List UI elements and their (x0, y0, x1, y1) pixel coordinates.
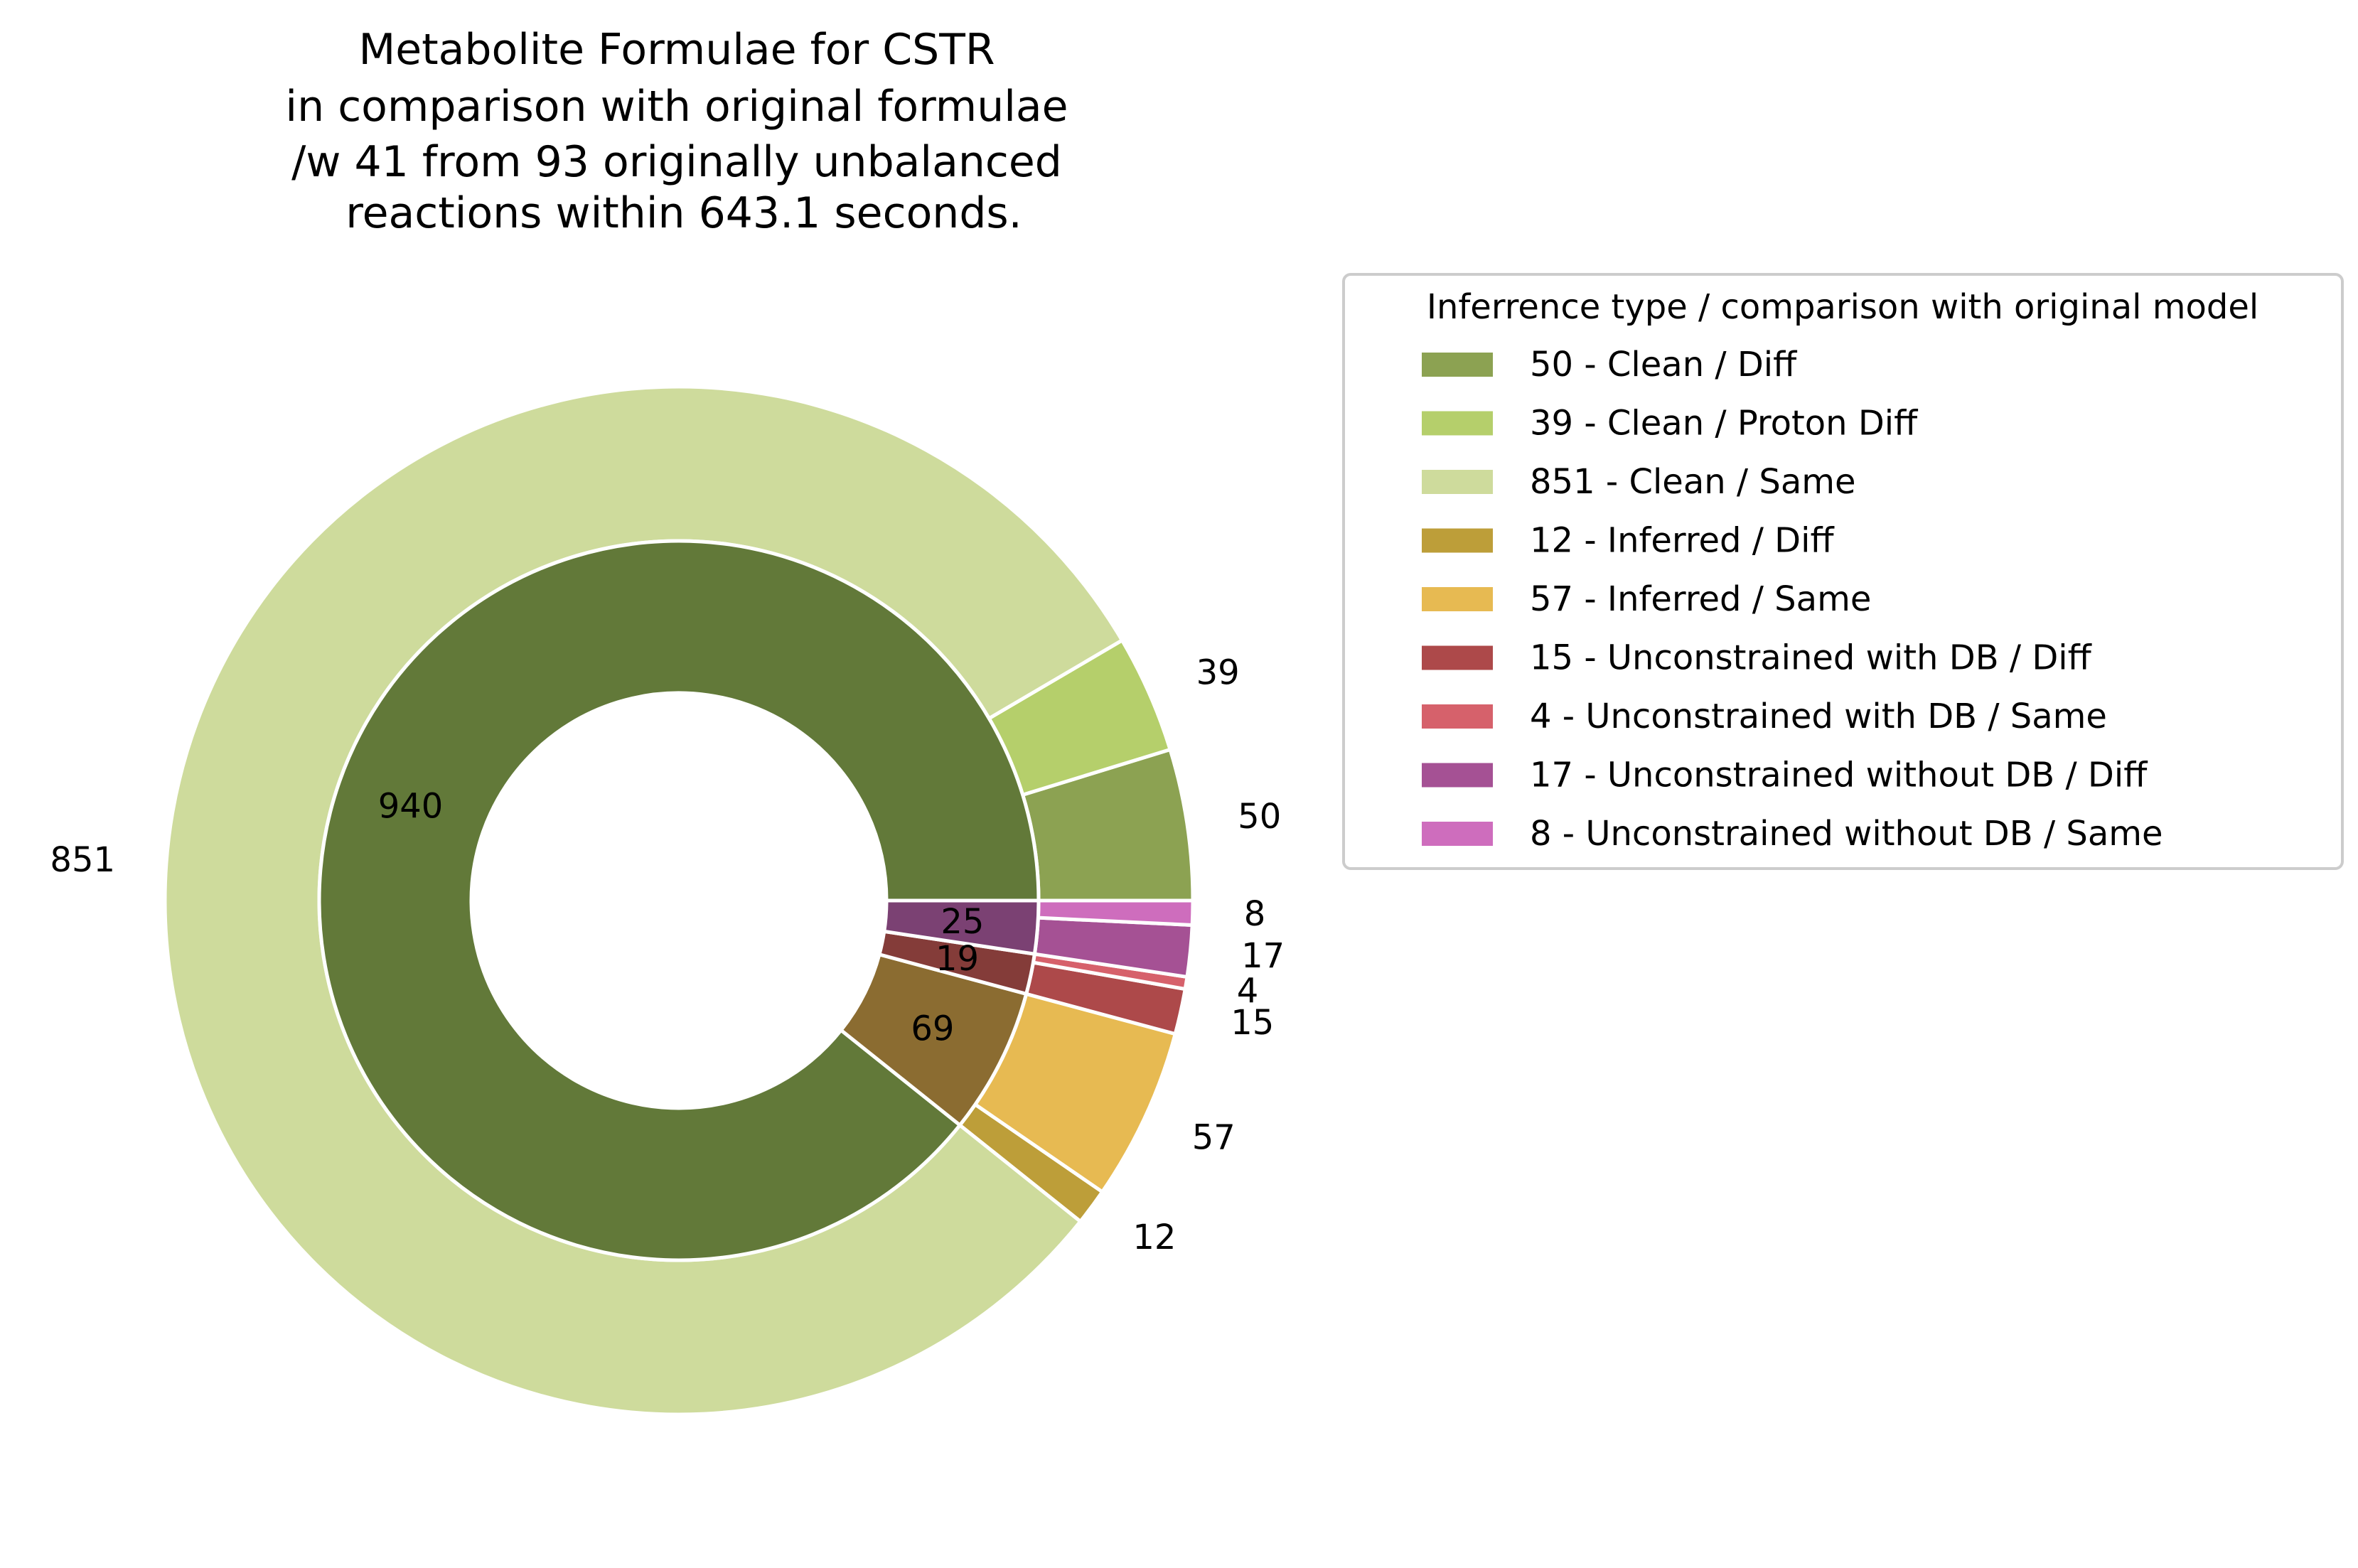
inner-ring (317, 539, 1041, 1262)
legend-label-6: 15 - Unconstrained with DB / Diff (1530, 638, 2092, 678)
inner-slice-25 (881, 898, 1041, 957)
legend-swatch-3 (1422, 470, 1493, 494)
legend-label-5: 57 - Inferred / Same (1530, 579, 1871, 619)
legend-label-1: 50 - Clean / Diff (1530, 345, 1797, 385)
title-line-4: reactions within 643.1 seconds. (345, 188, 1022, 238)
chart-title: Metabolite Formulae for CSTR in comparis… (285, 25, 1068, 238)
outer-label-12: 12 (1132, 1218, 1176, 1257)
title-line-1: Metabolite Formulae for CSTR (358, 25, 995, 75)
legend-swatch-5 (1422, 587, 1493, 611)
legend-swatch-4 (1422, 528, 1493, 553)
outer-label-39: 39 (1196, 653, 1240, 693)
legend-label-4: 12 - Inferred / Diff (1530, 521, 1834, 561)
legend-label-2: 39 - Clean / Proton Diff (1530, 404, 1918, 444)
legend-title: Inferrence type / comparison with origin… (1427, 287, 2258, 327)
legend-entries: 50 - Clean / Diff 39 - Clean / Proton Dif… (1422, 345, 2163, 854)
title-line-2: in comparison with original formulae (285, 82, 1068, 131)
legend-swatch-9 (1422, 822, 1493, 846)
legend-swatch-2 (1422, 411, 1493, 436)
inner-label-69: 69 (911, 1009, 954, 1049)
inner-label-19: 19 (936, 939, 979, 979)
legend-label-3: 851 - Clean / Same (1530, 462, 1856, 502)
title-line-3: /w 41 from 93 originally unbalanced (291, 137, 1062, 187)
legend-swatch-7 (1422, 704, 1493, 729)
outer-label-50: 50 (1238, 797, 1281, 837)
outer-label-4: 4 (1237, 972, 1259, 1011)
outer-label-15: 15 (1231, 1003, 1274, 1043)
legend-swatch-1 (1422, 353, 1493, 377)
legend-label-8: 17 - Unconstrained without DB / Diff (1530, 756, 2148, 795)
inner-label-940: 940 (378, 787, 444, 827)
outer-label-57: 57 (1192, 1117, 1236, 1157)
outer-label-851: 851 (50, 840, 115, 880)
legend-swatch-8 (1422, 763, 1493, 788)
legend-swatch-6 (1422, 645, 1493, 670)
legend-label-9: 8 - Unconstrained without DB / Same (1530, 814, 2163, 854)
legend: Inferrence type / comparison with origin… (1342, 273, 2344, 870)
legend-frame (1342, 273, 2344, 870)
inner-label-25: 25 (940, 902, 984, 942)
outer-label-17: 17 (1241, 936, 1285, 976)
outer-label-8: 8 (1244, 894, 1266, 934)
legend-label-7: 4 - Unconstrained with DB / Same (1530, 697, 2107, 736)
inner-slice-940 (317, 539, 1041, 1262)
